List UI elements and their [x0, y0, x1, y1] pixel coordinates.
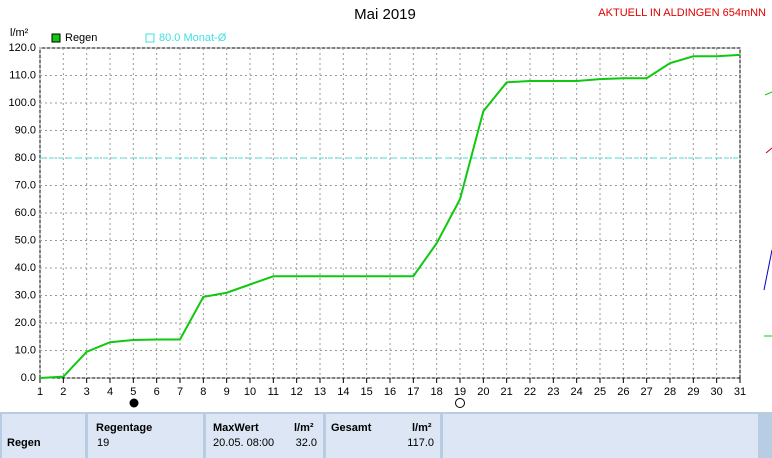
side-fragment	[763, 249, 772, 291]
x-tick-label: 22	[524, 386, 536, 398]
station: AKTUELL IN ALDINGEN 654mNN	[598, 7, 766, 19]
x-tick-label: 11	[268, 386, 279, 398]
x-tick-label: 26	[617, 386, 629, 398]
y-tick-label: 120.0	[8, 42, 36, 54]
cell-date: 20.05. 08:00	[213, 437, 274, 449]
x-tick-label: 20	[477, 386, 489, 398]
x-tick-label: 2	[60, 386, 66, 398]
x-tick-label: 25	[594, 386, 606, 398]
y-tick-label: 110.0	[9, 69, 36, 81]
x-tick-label: 13	[314, 386, 326, 398]
x-tick-label: 24	[571, 386, 583, 398]
chart-title: Mai 2019	[354, 6, 416, 23]
cell-value: 32.0	[296, 437, 317, 449]
cell	[2, 414, 85, 458]
header: MaxWert	[213, 422, 259, 434]
x-tick-label: 19	[454, 386, 466, 398]
moon-full	[129, 398, 139, 408]
x-tick-label: 8	[200, 386, 206, 398]
series-line	[39, 53, 741, 379]
x-tick-label: 30	[711, 386, 723, 398]
y-tick-label: 100.0	[8, 97, 36, 109]
x-tick-label: 15	[361, 386, 373, 398]
x-tick-label: 4	[107, 386, 113, 398]
unit: l/m²	[412, 422, 432, 434]
legend-label: 80.0 Monat-Ø	[159, 32, 227, 44]
cell	[326, 414, 440, 458]
side-fragment	[764, 91, 772, 96]
y-axis-label: l/m²	[10, 27, 29, 39]
y-tick-label: 90.0	[15, 124, 36, 136]
moon-new	[455, 398, 465, 408]
x-tick-label: 31	[734, 386, 746, 398]
y-tick-label: 60.0	[15, 207, 36, 219]
y-tick-label: 10.0	[15, 344, 36, 356]
legend-swatch	[145, 33, 155, 43]
x-tick-label: 23	[547, 386, 559, 398]
y-tick-label: 50.0	[15, 234, 36, 246]
x-tick-label: 21	[501, 386, 513, 398]
x-tick-label: 14	[337, 386, 349, 398]
x-tick-label: 10	[244, 386, 256, 398]
x-tick-label: 17	[407, 386, 419, 398]
x-tick-label: 7	[177, 386, 183, 398]
x-tick-label: 1	[37, 386, 43, 398]
x-tick-label: 6	[154, 386, 160, 398]
legend-label: Regen	[65, 32, 97, 44]
x-tick-label: 5	[130, 386, 136, 398]
cell	[206, 414, 323, 458]
header: Regentage	[96, 422, 152, 434]
unit: l/m²	[294, 422, 314, 434]
cell-value: 19	[97, 437, 109, 449]
x-tick-label: 9	[224, 386, 230, 398]
cell	[88, 414, 203, 458]
row-label: Regen	[7, 437, 41, 449]
x-tick-label: 29	[687, 386, 699, 398]
x-tick-label: 28	[664, 386, 676, 398]
legend-swatch	[51, 33, 61, 43]
x-tick-label: 16	[384, 386, 396, 398]
y-tick-label: 80.0	[15, 152, 36, 164]
x-tick-label: 12	[291, 386, 303, 398]
header: Gesamt	[331, 422, 372, 434]
y-tick-label: 70.0	[15, 179, 36, 191]
cell	[443, 414, 758, 458]
side-fragment	[765, 147, 772, 154]
y-tick-label: 20.0	[15, 317, 36, 329]
y-tick-label: 0.0	[21, 372, 36, 384]
x-tick-label: 27	[641, 386, 653, 398]
x-tick-label: 3	[84, 386, 90, 398]
y-tick-label: 40.0	[15, 262, 36, 274]
cell-value: 117.0	[407, 437, 434, 449]
y-tick-label: 30.0	[15, 289, 36, 301]
x-tick-label: 18	[431, 386, 443, 398]
